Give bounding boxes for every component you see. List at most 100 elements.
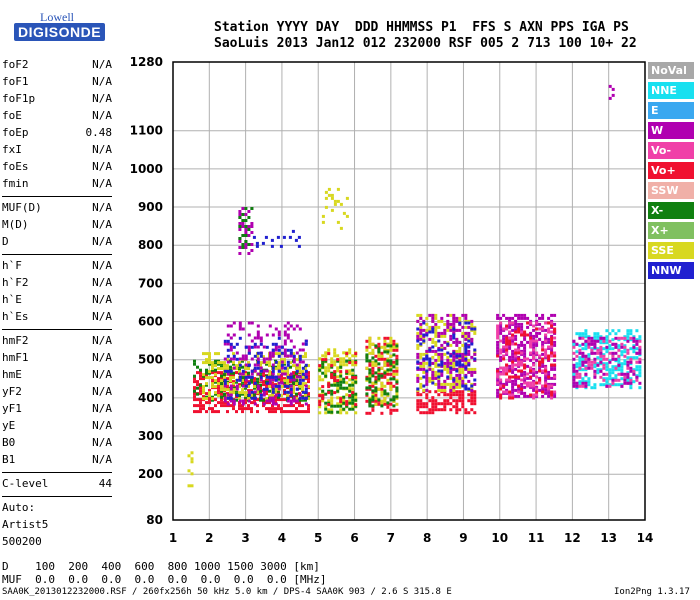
echo-point xyxy=(467,319,471,323)
echo-point xyxy=(422,328,426,332)
echo-point xyxy=(499,355,503,359)
echo-point xyxy=(196,392,199,396)
echo-point xyxy=(226,404,229,408)
echo-point xyxy=(473,331,477,335)
x-tick-label: 13 xyxy=(600,531,617,545)
echo-point xyxy=(271,390,275,394)
echo-point xyxy=(461,384,465,388)
echo-point xyxy=(547,384,551,388)
echo-point xyxy=(205,376,208,380)
echo-point xyxy=(283,354,287,358)
echo-point xyxy=(321,378,325,382)
echo-point xyxy=(584,380,588,384)
echo-point xyxy=(259,351,263,355)
echo-point xyxy=(365,377,369,381)
echo-point xyxy=(259,369,263,373)
echo-point xyxy=(523,346,527,350)
echo-point xyxy=(550,367,554,371)
echo-point xyxy=(532,343,536,347)
echo-point xyxy=(321,359,325,363)
echo-point xyxy=(599,335,603,339)
echo-point xyxy=(244,213,248,216)
echo-point xyxy=(587,360,591,364)
echo-point xyxy=(635,374,639,378)
echo-point xyxy=(505,316,509,320)
echo-point xyxy=(286,333,290,337)
echo-point xyxy=(499,331,503,335)
echo-point xyxy=(289,380,292,384)
echo-point xyxy=(629,357,633,361)
echo-point xyxy=(638,339,642,343)
echo-point xyxy=(544,364,548,368)
echo-point xyxy=(502,340,506,344)
echo-point xyxy=(553,373,557,377)
echo-point xyxy=(535,339,539,343)
echo-point xyxy=(238,216,242,219)
echo-point xyxy=(434,373,438,377)
echo-point xyxy=(365,392,369,396)
echo-point xyxy=(389,402,393,406)
echo-point xyxy=(229,379,232,383)
echo-point xyxy=(449,408,453,412)
echo-point xyxy=(535,358,539,362)
echo-point xyxy=(244,375,248,379)
echo-point xyxy=(220,377,223,381)
echo-point xyxy=(593,351,597,355)
echo-point xyxy=(458,358,462,362)
echo-point xyxy=(425,352,429,356)
echo-point xyxy=(538,354,542,358)
echo-point xyxy=(348,407,352,411)
echo-point xyxy=(532,339,536,343)
echo-point xyxy=(449,334,453,338)
echo-point xyxy=(196,398,199,402)
echo-point xyxy=(380,384,384,388)
echo-point xyxy=(274,395,277,399)
echo-point xyxy=(593,332,597,336)
echo-point xyxy=(371,366,375,370)
echo-point xyxy=(336,396,340,400)
echo-point xyxy=(523,363,527,367)
echo-point xyxy=(232,357,236,361)
y-tick-label: 1280 xyxy=(130,55,163,69)
echo-point xyxy=(428,357,432,361)
echo-point xyxy=(280,398,283,402)
echo-point xyxy=(532,381,536,385)
echo-point xyxy=(437,363,441,367)
echo-point xyxy=(324,205,328,209)
echo-point xyxy=(520,313,524,317)
echo-point xyxy=(553,367,557,371)
echo-point xyxy=(223,384,227,388)
echo-point xyxy=(437,355,441,359)
echo-point xyxy=(371,393,375,397)
echo-point xyxy=(235,364,238,368)
echo-point xyxy=(632,336,636,340)
echo-point xyxy=(511,342,515,346)
echo-point xyxy=(208,394,211,398)
echo-point xyxy=(581,381,585,385)
echo-point xyxy=(386,363,390,367)
echo-point xyxy=(377,377,381,381)
echo-point xyxy=(443,385,447,389)
echo-point xyxy=(351,391,355,395)
echo-point xyxy=(578,372,582,376)
echo-point xyxy=(270,238,274,242)
echo-point xyxy=(602,357,606,361)
param-label: fxI xyxy=(2,143,22,156)
echo-point xyxy=(226,393,230,397)
echo-point xyxy=(443,331,447,335)
param-label: foEs xyxy=(2,160,29,173)
echo-point xyxy=(259,336,263,340)
echo-point xyxy=(250,249,254,252)
echo-point xyxy=(434,358,438,362)
echo-point xyxy=(386,348,390,352)
echo-point xyxy=(336,369,340,373)
echo-point xyxy=(422,405,426,409)
param-label: fmin xyxy=(2,177,29,190)
echo-point xyxy=(351,363,355,367)
echo-point xyxy=(443,388,447,392)
echo-point xyxy=(626,381,630,385)
echo-point xyxy=(520,328,524,332)
echo-point xyxy=(611,338,615,342)
echo-point xyxy=(458,316,462,320)
